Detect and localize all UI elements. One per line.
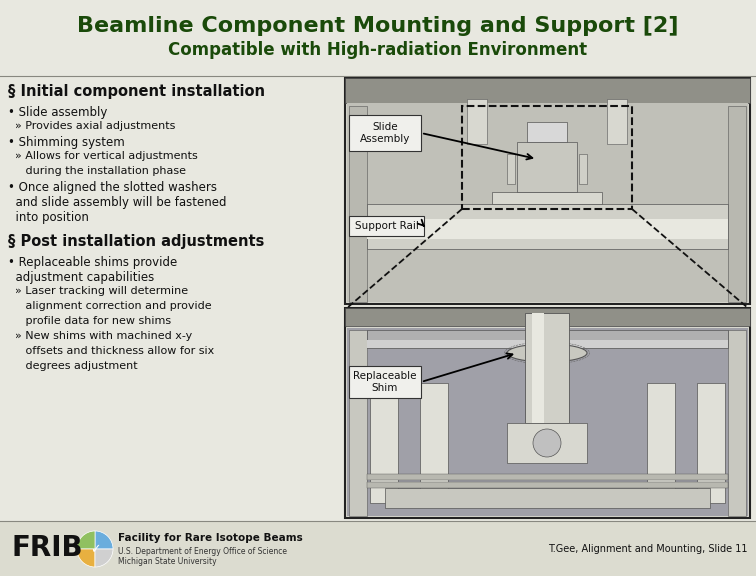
Text: alignment correction and provide: alignment correction and provide bbox=[8, 301, 212, 311]
Bar bbox=[462, 106, 632, 209]
Text: ✓: ✓ bbox=[90, 544, 101, 556]
Text: • Replaceable shims provide: • Replaceable shims provide bbox=[8, 256, 177, 269]
Text: § Initial component installation: § Initial component installation bbox=[8, 84, 265, 99]
Text: T.Gee, Alignment and Mounting, Slide 11: T.Gee, Alignment and Mounting, Slide 11 bbox=[549, 544, 748, 554]
Text: § Post installation adjustments: § Post installation adjustments bbox=[8, 234, 265, 249]
Bar bbox=[728, 106, 746, 302]
Text: profile data for new shims: profile data for new shims bbox=[8, 316, 171, 326]
Text: degrees adjustment: degrees adjustment bbox=[8, 361, 138, 371]
Text: into position: into position bbox=[8, 211, 89, 224]
Bar bbox=[349, 330, 367, 516]
Bar bbox=[347, 328, 748, 516]
Text: offsets and thickness allow for six: offsets and thickness allow for six bbox=[8, 346, 214, 356]
Bar bbox=[367, 474, 728, 480]
Text: » Laser tracking will determine: » Laser tracking will determine bbox=[8, 286, 188, 296]
Bar bbox=[349, 216, 424, 236]
Text: Facility for Rare Isotope Beams: Facility for Rare Isotope Beams bbox=[118, 533, 302, 543]
Bar bbox=[0, 521, 756, 576]
Text: FRIB: FRIB bbox=[12, 534, 84, 562]
Text: Support Rail: Support Rail bbox=[355, 221, 418, 231]
Bar bbox=[349, 366, 421, 398]
Bar bbox=[0, 0, 756, 76]
Bar bbox=[728, 330, 746, 516]
Bar bbox=[345, 308, 750, 326]
Bar bbox=[367, 482, 728, 488]
Bar bbox=[607, 99, 627, 144]
Bar bbox=[527, 122, 567, 142]
Bar bbox=[367, 204, 728, 249]
Bar bbox=[367, 340, 728, 348]
Bar bbox=[579, 154, 587, 184]
Bar bbox=[367, 219, 728, 239]
Bar bbox=[367, 330, 728, 348]
Text: » New shims with machined x-y: » New shims with machined x-y bbox=[8, 331, 192, 341]
Bar bbox=[517, 142, 577, 192]
Text: and slide assembly will be fastened: and slide assembly will be fastened bbox=[8, 196, 227, 209]
Text: • Once aligned the slotted washers: • Once aligned the slotted washers bbox=[8, 181, 217, 194]
Text: • Slide assembly: • Slide assembly bbox=[8, 106, 107, 119]
Bar bbox=[525, 313, 569, 423]
Text: U.S. Department of Energy Office of Science: U.S. Department of Energy Office of Scie… bbox=[118, 547, 287, 555]
Wedge shape bbox=[77, 549, 95, 567]
Bar bbox=[385, 488, 710, 508]
Wedge shape bbox=[95, 549, 113, 567]
Bar bbox=[507, 423, 587, 463]
Text: » Allows for vertical adjustments: » Allows for vertical adjustments bbox=[8, 151, 198, 161]
Bar bbox=[345, 308, 750, 518]
Wedge shape bbox=[95, 531, 113, 549]
Text: Replaceable
Shim: Replaceable Shim bbox=[353, 371, 417, 393]
Text: » Provides axial adjustments: » Provides axial adjustments bbox=[8, 121, 175, 131]
Text: Michigan State University: Michigan State University bbox=[118, 556, 217, 566]
Bar bbox=[467, 99, 487, 144]
Text: Beamline Component Mounting and Support [2]: Beamline Component Mounting and Support … bbox=[77, 16, 679, 36]
Bar bbox=[349, 115, 421, 151]
Bar bbox=[647, 383, 675, 503]
Bar bbox=[697, 383, 725, 503]
Bar bbox=[345, 78, 750, 103]
Text: Compatible with High-radiation Environment: Compatible with High-radiation Environme… bbox=[169, 41, 587, 59]
Bar bbox=[420, 383, 448, 503]
Bar bbox=[370, 383, 398, 503]
Bar bbox=[347, 103, 748, 302]
Text: Slide
Assembly: Slide Assembly bbox=[360, 122, 411, 144]
Bar bbox=[532, 313, 544, 423]
Text: • Shimming system: • Shimming system bbox=[8, 136, 125, 149]
Text: during the installation phase: during the installation phase bbox=[8, 166, 186, 176]
Circle shape bbox=[533, 429, 561, 457]
Ellipse shape bbox=[507, 344, 587, 362]
Bar bbox=[507, 154, 515, 184]
Wedge shape bbox=[77, 531, 95, 549]
Bar bbox=[492, 192, 602, 204]
Bar bbox=[349, 106, 367, 302]
Bar bbox=[345, 78, 750, 304]
Text: adjustment capabilities: adjustment capabilities bbox=[8, 271, 154, 284]
